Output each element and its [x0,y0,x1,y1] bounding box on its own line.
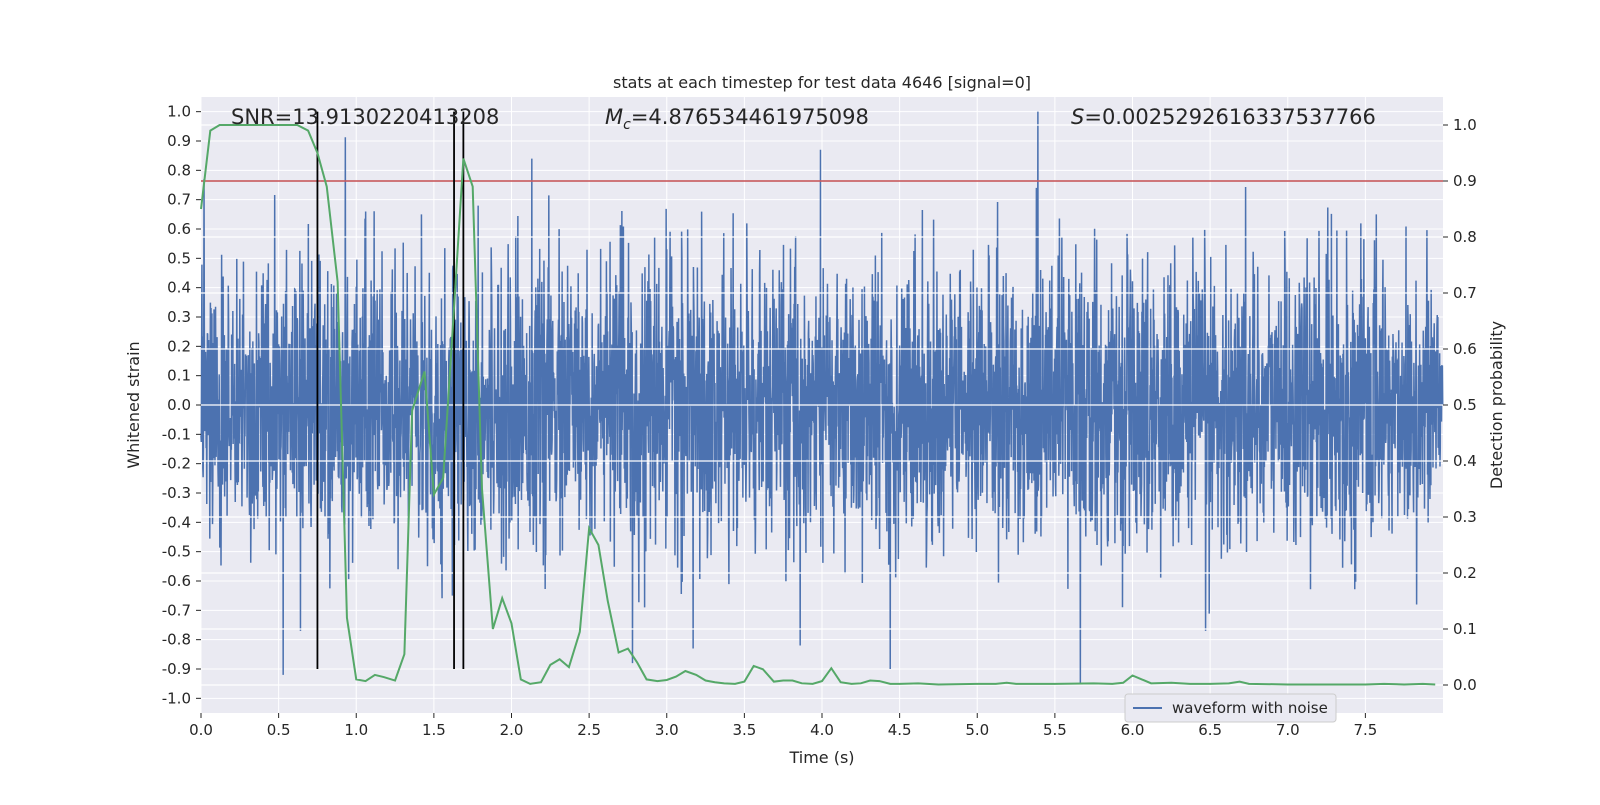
y-tick-label: -0.7 [162,601,191,619]
y-tick-label: 0.4 [167,279,191,297]
y-tick-label: 0.1 [167,367,191,385]
x-tick-label: 5.5 [1043,721,1067,739]
y-tick-label: 0.9 [167,132,191,150]
y-tick-label: -0.6 [162,572,191,590]
y-tick-label: -0.5 [162,543,191,561]
x-tick-label: 7.5 [1353,721,1377,739]
y-tick-label: 1.0 [167,103,191,121]
x-axis-ticks: 0.0 0.5 1.0 1.5 2.0 2.5 3.0 3.5 4.0 4.5 5.0 5.5 6.0 6… [189,713,1377,739]
vertical-marker-lines [316,111,465,669]
y-tick-label: -0.3 [162,484,191,502]
y2-tick-label: 0.3 [1453,508,1477,526]
x-tick-label: 2.0 [500,721,524,739]
x-tick-label: 3.0 [655,721,679,739]
y-tick-label: 0.2 [167,337,191,355]
y2-tick-label: 0.5 [1453,396,1477,414]
y2-axis-ticks: 1.0 0.9 0.8 0.7 0.6 0.5 0.4 0.3 0.2 0.1 0.0 [1443,116,1477,694]
x-tick-label: 1.5 [422,721,446,739]
y-tick-label: 0.6 [167,220,191,238]
s-annotation: S=0.0025292616337537766 [1071,105,1376,129]
waveform-with-noise-line [200,111,1444,684]
y2-tick-label: 0.7 [1453,284,1477,302]
grid-secondary-lines [201,124,1443,686]
y2-tick-label: 0.8 [1453,228,1477,246]
waveform-series [200,111,1444,684]
x-tick-label: 6.5 [1198,721,1222,739]
y-tick-label: 0.3 [167,308,191,326]
y2-axis-label: Detection probability [1487,321,1506,489]
x-tick-label: 2.5 [577,721,601,739]
y-tick-label: -0.9 [162,660,191,678]
y-axis-ticks: 1.0 0.9 0.8 0.7 0.6 0.5 0.4 0.3 0.2 0.1 0.0 -0.1 -0.… [162,103,201,707]
y2-tick-label: 0.4 [1453,452,1477,470]
y-tick-label: 0.8 [167,161,191,179]
legend-box [1124,693,1337,723]
detection-probability-line [200,124,1436,686]
y-axis-label: Whitened strain [124,341,143,468]
x-tick-label: 0.5 [267,721,291,739]
x-axis-label: Time (s) [788,748,854,767]
legend-entry: waveform with noise [1172,699,1328,717]
y2-tick-label: 0.2 [1453,564,1477,582]
x-tick-label: 4.5 [888,721,912,739]
x-tick-label: 6.0 [1121,721,1145,739]
y2-tick-label: 0.0 [1453,676,1477,694]
x-tick-label: 1.0 [344,721,368,739]
y-tick-label: 0.5 [167,249,191,267]
chart-title: stats at each timestep for test data 464… [613,73,1031,92]
y-tick-label: 0.0 [167,396,191,414]
x-tick-label: 5.0 [965,721,989,739]
legend: waveform with noise [1124,693,1337,723]
x-tick-label: 0.0 [189,721,213,739]
y2-tick-label: 0.1 [1453,620,1477,638]
y-tick-label: -0.4 [162,513,191,531]
x-tick-label: 7.0 [1276,721,1300,739]
chirp-mass-annotation: Mc=4.876534461975098 [605,105,869,133]
y2-tick-label: 1.0 [1453,116,1477,134]
y-tick-label: -0.1 [162,425,191,443]
y-tick-label: 0.7 [167,191,191,209]
y2-tick-label: 0.9 [1453,172,1477,190]
snr-annotation: SNR=13.9130220413208 [231,105,499,129]
x-tick-label: 4.0 [810,721,834,739]
y-tick-label: -0.8 [162,631,191,649]
y-tick-label: -1.0 [162,689,191,707]
y-tick-label: -0.2 [162,455,191,473]
x-tick-label: 3.5 [732,721,756,739]
y2-tick-label: 0.6 [1453,340,1477,358]
